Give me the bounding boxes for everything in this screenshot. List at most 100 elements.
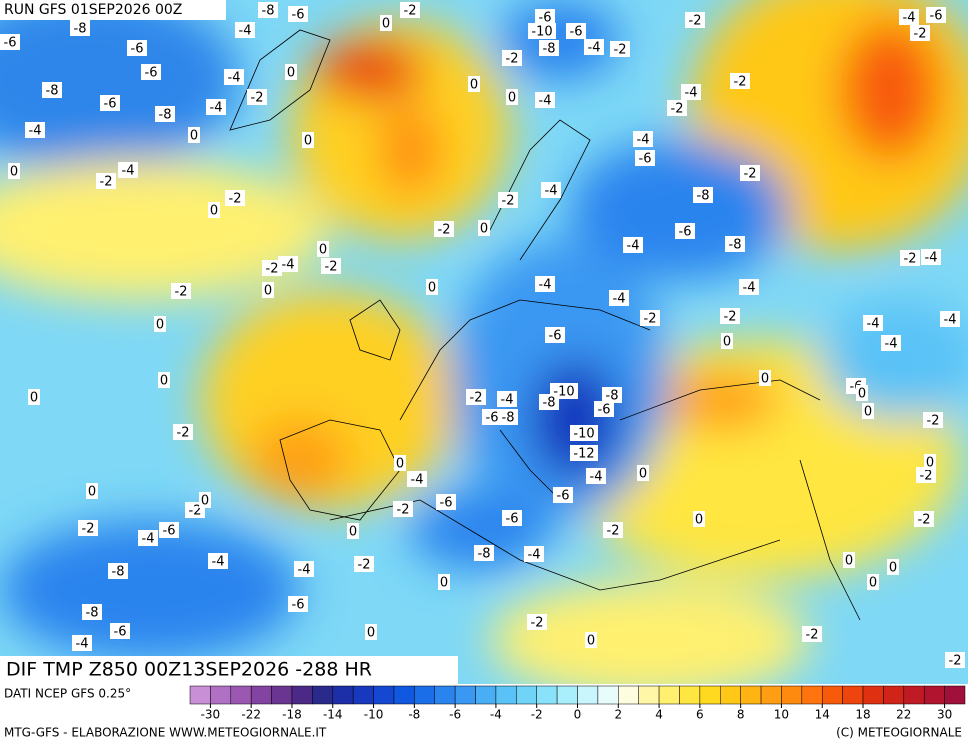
label-box bbox=[570, 425, 598, 441]
contour-label: -8 bbox=[74, 22, 87, 37]
contour-label: 0 bbox=[396, 457, 404, 472]
legend-swatch bbox=[189, 685, 211, 705]
contour-label: -2 bbox=[470, 391, 483, 406]
contour-label: -8 bbox=[159, 108, 172, 123]
label-box bbox=[535, 276, 555, 292]
label-box bbox=[0, 34, 20, 50]
contour-label: 0 bbox=[480, 222, 488, 237]
contour-label: -4 bbox=[228, 71, 241, 86]
label-box bbox=[206, 99, 226, 115]
label-box bbox=[603, 522, 623, 538]
contour-label: -2 bbox=[806, 628, 819, 643]
label-box bbox=[721, 333, 733, 349]
legend-tick-label: -14 bbox=[323, 708, 343, 722]
label-box bbox=[739, 279, 759, 295]
label-box bbox=[675, 223, 695, 239]
label-box bbox=[759, 370, 771, 386]
contour-label: -2 bbox=[920, 469, 933, 484]
label-box bbox=[802, 626, 822, 642]
legend-tick-label: -6 bbox=[449, 708, 461, 722]
legend-tick-label: 14 bbox=[815, 708, 830, 722]
legend-swatch bbox=[923, 685, 945, 705]
label-box bbox=[924, 454, 936, 470]
contour-label: -2 bbox=[358, 558, 371, 573]
label-box bbox=[285, 64, 297, 80]
contour-label: -2 bbox=[644, 312, 657, 327]
contour-label: -4 bbox=[545, 184, 558, 199]
label-box bbox=[730, 73, 750, 89]
contour-label: -4 bbox=[282, 258, 295, 273]
contour-label: 0 bbox=[428, 281, 436, 296]
contour-label: -2 bbox=[266, 262, 279, 277]
contour-label: -8 bbox=[543, 396, 556, 411]
label-box bbox=[173, 424, 193, 440]
label-box bbox=[539, 40, 559, 56]
label-box bbox=[940, 311, 960, 327]
contour-label: -4 bbox=[590, 470, 603, 485]
label-box bbox=[78, 520, 98, 536]
contour-label: -2 bbox=[927, 414, 940, 429]
legend-swatch bbox=[821, 685, 843, 705]
contour-label: -4 bbox=[239, 24, 252, 39]
label-box bbox=[609, 290, 629, 306]
contour-label: -4 bbox=[212, 555, 225, 570]
contour-label: -4 bbox=[29, 124, 42, 139]
label-box bbox=[740, 165, 760, 181]
label-box bbox=[466, 389, 486, 405]
label-box bbox=[28, 389, 40, 405]
label-box bbox=[294, 561, 314, 577]
legend-tick-label: -8 bbox=[408, 708, 420, 722]
contour-label: -4 bbox=[885, 337, 898, 352]
contour-label: -8 bbox=[729, 238, 742, 253]
contour-label: -2 bbox=[229, 192, 242, 207]
label-box bbox=[110, 623, 130, 639]
label-box bbox=[158, 372, 170, 388]
contour-label: -2 bbox=[189, 504, 202, 519]
contour-label: 0 bbox=[858, 387, 866, 402]
contour-label: 0 bbox=[264, 284, 272, 299]
contour-label: -6 bbox=[4, 36, 17, 51]
label-box bbox=[633, 131, 653, 147]
label-box bbox=[527, 614, 547, 630]
label-box bbox=[498, 409, 518, 425]
contour-label: -4 bbox=[76, 637, 89, 652]
label-box bbox=[96, 173, 116, 189]
legend-swatch bbox=[638, 685, 660, 705]
label-box bbox=[497, 391, 517, 407]
label-box bbox=[159, 522, 179, 538]
legend-swatch bbox=[760, 685, 782, 705]
contour-label: -6 bbox=[539, 11, 552, 26]
legend-swatch bbox=[271, 685, 293, 705]
label-box bbox=[916, 467, 936, 483]
label-box bbox=[570, 445, 598, 461]
contour-label: -4 bbox=[867, 317, 880, 332]
label-box bbox=[921, 249, 941, 265]
legend-tick-label: -30 bbox=[201, 708, 221, 722]
legend-swatch bbox=[618, 685, 639, 705]
label-box bbox=[394, 455, 406, 471]
label-box bbox=[380, 15, 392, 31]
legend-swatch bbox=[597, 685, 619, 705]
label-box bbox=[258, 2, 278, 18]
label-box bbox=[108, 563, 128, 579]
contour-label: 0 bbox=[470, 78, 478, 93]
label-box bbox=[70, 20, 90, 36]
label-box bbox=[154, 316, 166, 332]
run-label: RUN GFS 01SEP2026 00Z bbox=[4, 2, 182, 18]
label-box bbox=[208, 202, 220, 218]
contour-label: 0 bbox=[349, 525, 357, 540]
legend-swatch bbox=[801, 685, 823, 705]
legend-tick-label: 0 bbox=[574, 708, 582, 722]
legend-swatch bbox=[393, 685, 415, 705]
label-box bbox=[693, 511, 705, 527]
label-box bbox=[887, 559, 899, 575]
label-box bbox=[498, 192, 518, 208]
contour-label: -8 bbox=[697, 189, 710, 204]
legend-swatch bbox=[373, 685, 395, 705]
contour-label: 0 bbox=[30, 391, 38, 406]
run-box bbox=[0, 0, 226, 20]
contour-label: 0 bbox=[10, 165, 18, 180]
contour-label: -2 bbox=[502, 194, 515, 209]
legend-swatch bbox=[414, 685, 435, 705]
label-box bbox=[524, 546, 544, 562]
